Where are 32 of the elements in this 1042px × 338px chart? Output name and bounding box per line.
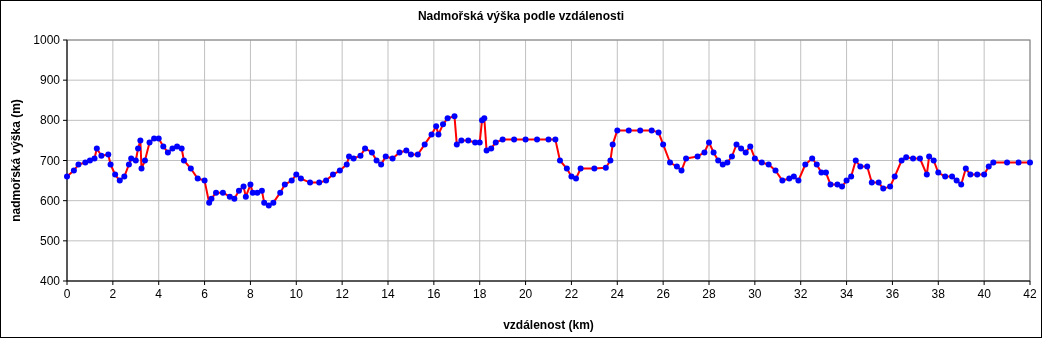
x-tick-label: 36 (885, 287, 900, 301)
x-tick-label: 18 (473, 287, 487, 301)
y-tick-label: 1000 (33, 33, 61, 47)
x-tick-label: 42 (1023, 287, 1037, 301)
x-tick-label: 8 (247, 287, 255, 301)
chart-title: Nadmořská výška podle vzdálenosti (417, 9, 625, 23)
y-tick-label: 700 (39, 153, 61, 168)
x-tick-label: 0 (63, 287, 71, 301)
x-tick-label: 28 (702, 287, 716, 301)
y-tick-label: 900 (39, 73, 61, 88)
x-axis-title: vzdálenost (km) (503, 318, 594, 332)
x-tick-label: 40 (977, 287, 992, 301)
x-tick-label: 34 (839, 287, 854, 301)
y-tick-label: 500 (39, 233, 61, 248)
x-tick-label: 16 (427, 287, 441, 301)
x-tick-label: 30 (748, 287, 762, 301)
y-tick-label: 800 (39, 113, 61, 128)
x-tick-label: 32 (794, 287, 808, 301)
x-tick-label: 12 (335, 287, 350, 301)
x-tick-label: 2 (109, 287, 117, 301)
x-tick-label: 20 (518, 287, 533, 301)
y-tick-label: 600 (39, 193, 61, 208)
x-tick-label: 26 (656, 287, 671, 301)
x-tick-label: 38 (931, 287, 946, 301)
x-tick-label: 22 (564, 287, 579, 301)
x-tick-label: 6 (201, 287, 209, 301)
x-tick-label: 10 (289, 287, 304, 301)
x-tick-label: 24 (610, 287, 625, 301)
y-axis-title: nadmořská výška (m) (9, 99, 23, 222)
x-tick-label: 14 (381, 287, 395, 301)
y-tick-label: 400 (39, 274, 61, 288)
x-tick-label: 4 (155, 287, 163, 301)
